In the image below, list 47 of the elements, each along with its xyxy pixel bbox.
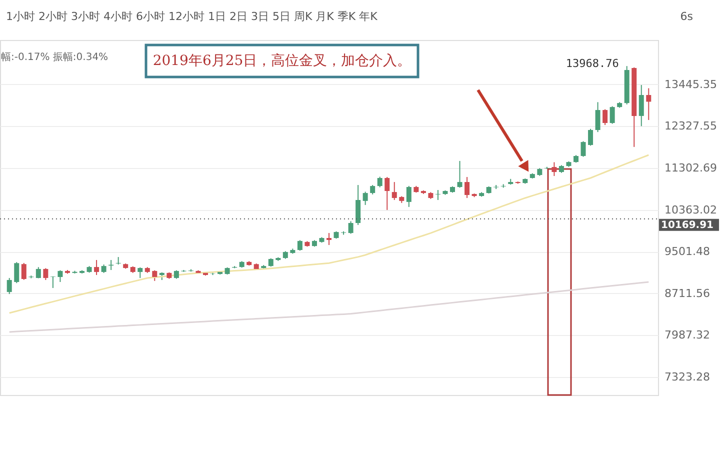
annotation: 幅:-0.17% 振幅:0.34% bbox=[1, 51, 108, 63]
candlestick bbox=[610, 106, 615, 124]
y-tick-label: 10363.02 bbox=[664, 203, 717, 216]
candlestick bbox=[602, 108, 608, 126]
candlestick bbox=[595, 102, 600, 133]
candlestick bbox=[646, 88, 652, 120]
y-tick-label: 7323.28 bbox=[664, 370, 710, 384]
candlestick bbox=[6, 277, 12, 295]
candlestick bbox=[297, 240, 302, 252]
candlestick bbox=[362, 191, 368, 206]
candlestick bbox=[638, 84, 644, 127]
y-tick-label: 13445.35 bbox=[664, 78, 717, 91]
candlestick bbox=[552, 162, 557, 177]
candlestick bbox=[457, 160, 462, 188]
candlestick bbox=[58, 270, 63, 283]
text: 6s bbox=[680, 10, 694, 23]
candlestick bbox=[580, 140, 586, 158]
candlestick bbox=[588, 128, 594, 146]
candlestick bbox=[377, 176, 382, 188]
line-series bbox=[8, 281, 650, 333]
annotation: 13968.76 bbox=[566, 57, 619, 70]
annotation: 2019年6月25日，高位金叉，加仓介入。 bbox=[152, 53, 412, 69]
candlestick bbox=[326, 232, 332, 246]
candlestick bbox=[435, 190, 440, 200]
candlestick bbox=[138, 266, 143, 278]
candlestick bbox=[94, 260, 100, 276]
candlestick bbox=[14, 262, 20, 284]
candlestick bbox=[392, 182, 397, 200]
candlestick bbox=[370, 184, 376, 195]
y-tick-label: 12327.55 bbox=[664, 120, 717, 133]
candlestick bbox=[464, 176, 470, 198]
candlestick bbox=[348, 220, 354, 234]
y-tick-label: 7987.32 bbox=[664, 328, 710, 342]
line-series bbox=[8, 154, 650, 314]
y-tick-label: 8711.56 bbox=[664, 286, 710, 300]
y-tick-label: 11302.69 bbox=[664, 162, 717, 175]
candlestick bbox=[43, 268, 48, 281]
candlestick bbox=[384, 176, 390, 210]
candlestick bbox=[356, 184, 361, 226]
candlestick bbox=[50, 276, 56, 288]
candlestick bbox=[406, 185, 412, 208]
candlestick bbox=[21, 262, 26, 280]
text: 1小时 2小时 3小时 4小时 6小时 12小时 1日 2日 3日 5日 周K 月K 季K 年K bbox=[6, 10, 378, 23]
candlestick bbox=[116, 256, 121, 266]
ref-line-label: 10169.91 bbox=[661, 220, 714, 231]
candlestick bbox=[152, 270, 158, 282]
y-tick-label: 9501.48 bbox=[664, 245, 710, 258]
